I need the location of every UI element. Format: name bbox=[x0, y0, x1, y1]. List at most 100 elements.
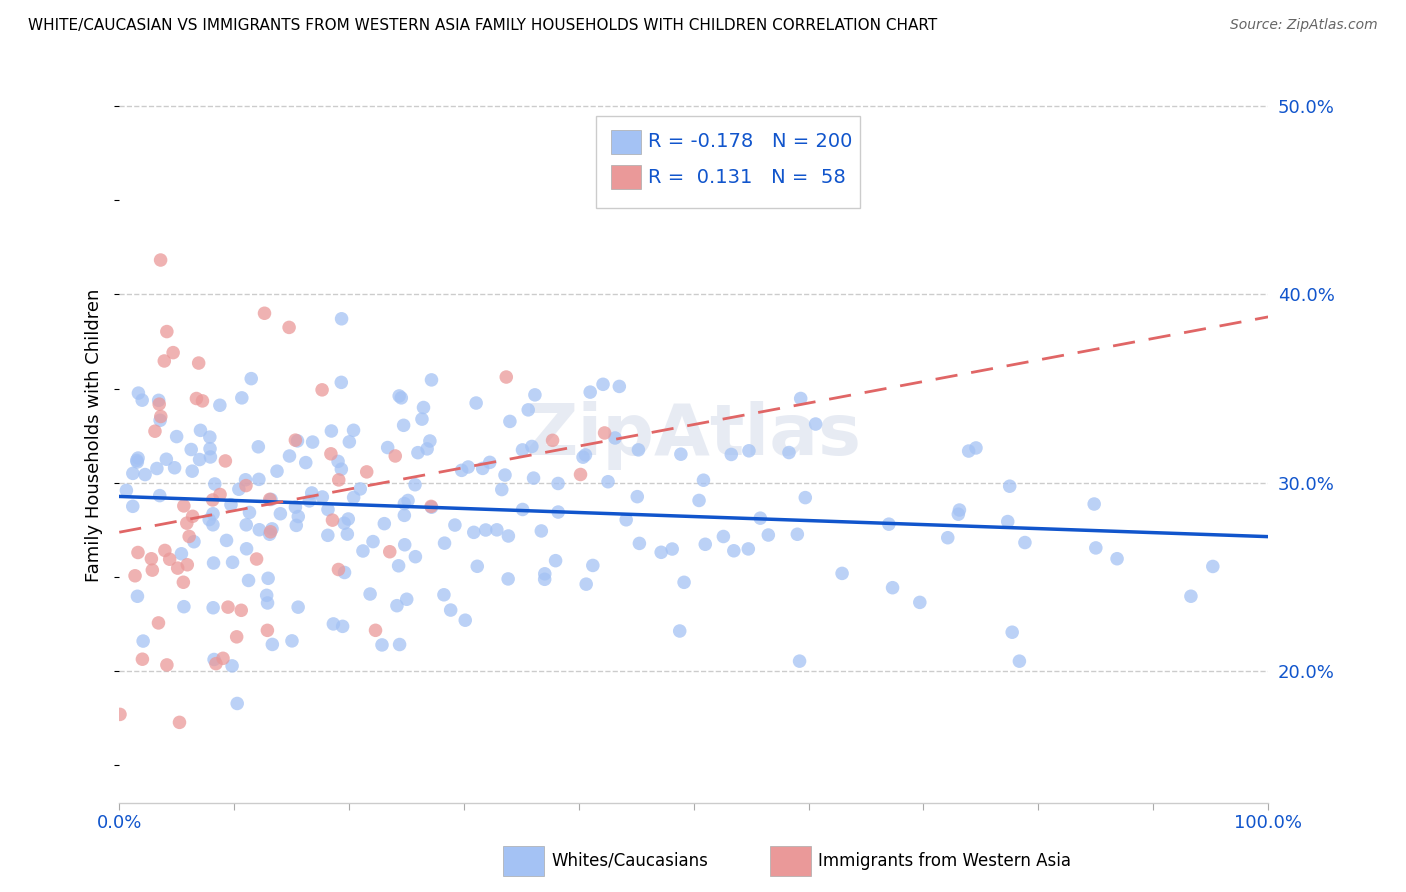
Point bbox=[170, 547, 193, 561]
Point bbox=[328, 473, 350, 487]
Point bbox=[231, 603, 253, 617]
Point bbox=[392, 418, 415, 433]
Point bbox=[149, 489, 172, 503]
Point bbox=[1001, 625, 1024, 640]
Point bbox=[235, 478, 257, 492]
Point bbox=[411, 412, 433, 426]
Point bbox=[134, 467, 156, 482]
Point bbox=[226, 697, 249, 711]
Point bbox=[394, 497, 416, 511]
Point bbox=[214, 454, 236, 468]
Point bbox=[298, 494, 321, 508]
Point bbox=[1083, 497, 1105, 511]
Point bbox=[831, 566, 853, 581]
Point bbox=[520, 440, 543, 454]
Point bbox=[1202, 559, 1225, 574]
Point bbox=[522, 471, 544, 485]
Point bbox=[465, 559, 488, 574]
Point bbox=[127, 589, 149, 603]
Point bbox=[235, 541, 257, 556]
Point bbox=[416, 442, 439, 456]
Point bbox=[201, 492, 224, 507]
Point bbox=[465, 396, 488, 410]
Point bbox=[908, 595, 931, 609]
Point bbox=[512, 502, 534, 516]
Point bbox=[266, 464, 288, 478]
Point bbox=[201, 517, 224, 532]
Point bbox=[179, 529, 201, 543]
Point bbox=[181, 509, 204, 524]
Point bbox=[478, 455, 501, 469]
Point bbox=[205, 657, 228, 671]
Point bbox=[749, 511, 772, 525]
Point bbox=[188, 452, 211, 467]
Point bbox=[221, 555, 243, 569]
Point bbox=[575, 577, 598, 591]
Point bbox=[127, 455, 149, 469]
Point bbox=[202, 556, 225, 570]
Point bbox=[256, 588, 278, 602]
Point bbox=[215, 533, 238, 548]
Point bbox=[495, 370, 517, 384]
Point bbox=[259, 492, 281, 507]
Point bbox=[603, 431, 626, 445]
Point bbox=[238, 574, 260, 588]
Point bbox=[256, 596, 278, 610]
Point bbox=[496, 572, 519, 586]
Point bbox=[278, 320, 301, 334]
Point bbox=[159, 552, 181, 566]
Point bbox=[108, 707, 131, 722]
Point bbox=[247, 472, 270, 486]
Point bbox=[200, 450, 222, 464]
Point bbox=[247, 523, 270, 537]
Point bbox=[191, 393, 214, 408]
Point bbox=[1008, 654, 1031, 668]
Point bbox=[148, 393, 170, 408]
FancyBboxPatch shape bbox=[612, 130, 641, 153]
Point bbox=[162, 345, 184, 359]
Point bbox=[311, 490, 333, 504]
Point bbox=[356, 465, 378, 479]
Point bbox=[364, 624, 387, 638]
Point bbox=[253, 306, 276, 320]
Point bbox=[198, 442, 221, 456]
Point bbox=[217, 600, 239, 615]
Point bbox=[143, 424, 166, 438]
Point bbox=[287, 509, 309, 524]
Text: ZipAtlas: ZipAtlas bbox=[526, 401, 862, 470]
Point bbox=[301, 435, 323, 450]
Point bbox=[240, 371, 263, 385]
Point bbox=[316, 528, 339, 542]
Point bbox=[737, 541, 759, 556]
Point bbox=[574, 448, 596, 462]
Point bbox=[202, 507, 225, 521]
Point bbox=[342, 423, 364, 437]
Point bbox=[121, 467, 143, 481]
Point bbox=[998, 479, 1021, 493]
Point bbox=[485, 523, 508, 537]
Point bbox=[371, 638, 394, 652]
Point bbox=[149, 253, 172, 268]
Point bbox=[789, 392, 811, 406]
Point bbox=[349, 482, 371, 496]
Point bbox=[388, 558, 411, 573]
Point bbox=[582, 558, 605, 573]
Point bbox=[187, 356, 209, 370]
Point bbox=[333, 516, 356, 531]
Point bbox=[569, 467, 592, 482]
Point bbox=[321, 424, 343, 438]
Point bbox=[948, 507, 970, 521]
Point bbox=[530, 524, 553, 538]
Point bbox=[284, 500, 307, 515]
Point bbox=[287, 434, 309, 448]
Point bbox=[394, 538, 416, 552]
Point bbox=[389, 391, 412, 405]
Point bbox=[176, 558, 198, 572]
Point bbox=[260, 522, 283, 536]
Point bbox=[463, 525, 485, 540]
Point bbox=[533, 566, 555, 581]
Point bbox=[882, 581, 904, 595]
Point bbox=[378, 545, 401, 559]
Point bbox=[316, 502, 339, 516]
Point bbox=[181, 464, 204, 478]
